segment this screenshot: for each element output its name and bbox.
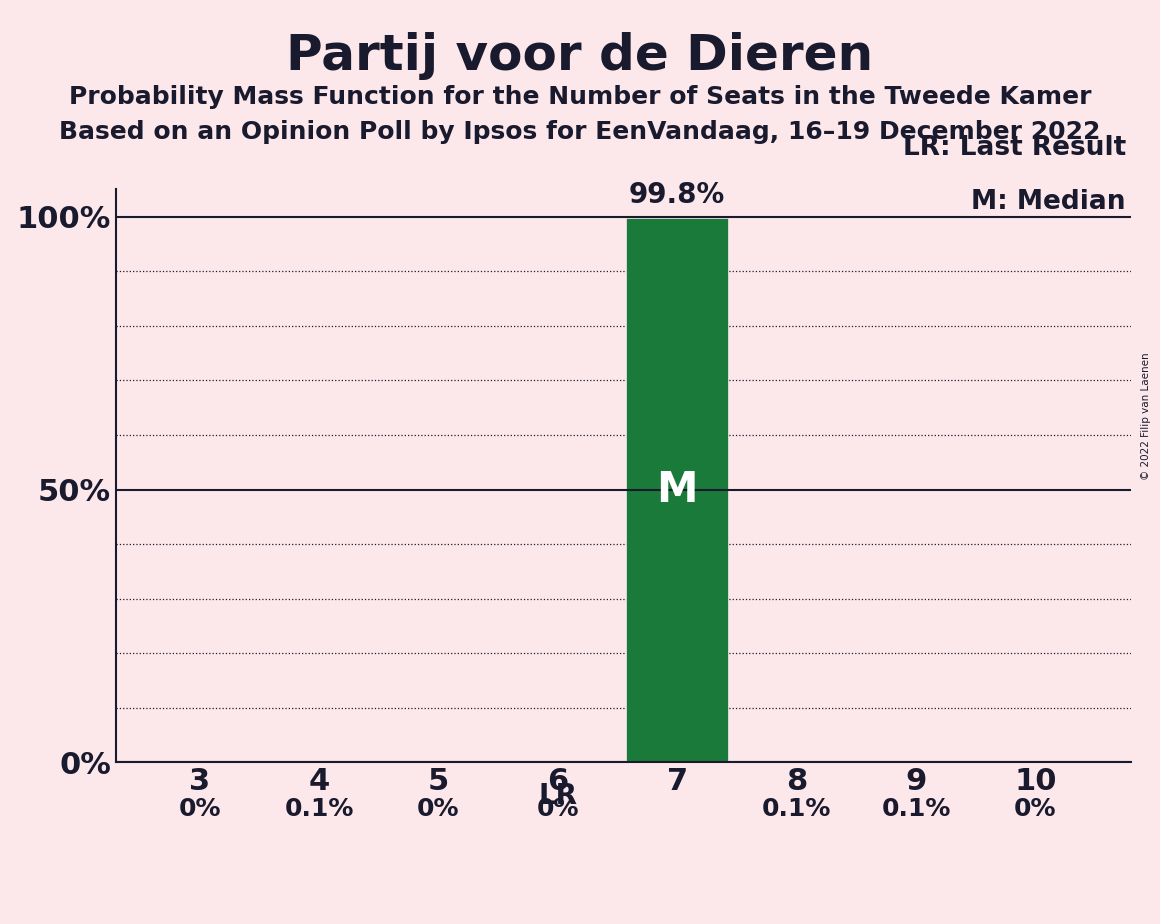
Text: Probability Mass Function for the Number of Seats in the Tweede Kamer: Probability Mass Function for the Number… bbox=[68, 85, 1092, 109]
Text: 0.1%: 0.1% bbox=[882, 796, 951, 821]
Text: Partij voor de Dieren: Partij voor de Dieren bbox=[287, 32, 873, 80]
Text: 0%: 0% bbox=[537, 796, 579, 821]
Text: 99.8%: 99.8% bbox=[629, 180, 725, 209]
Text: 0%: 0% bbox=[418, 796, 459, 821]
Bar bbox=[626, 218, 728, 762]
Text: Based on an Opinion Poll by Ipsos for EenVandaag, 16–19 December 2022: Based on an Opinion Poll by Ipsos for Ee… bbox=[59, 120, 1101, 144]
Text: LR: Last Result: LR: Last Result bbox=[902, 135, 1126, 161]
Text: 0.1%: 0.1% bbox=[284, 796, 354, 821]
Text: M: M bbox=[657, 468, 698, 510]
Text: M: Median: M: Median bbox=[971, 189, 1126, 215]
Text: 0.1%: 0.1% bbox=[762, 796, 832, 821]
Text: LR: LR bbox=[538, 783, 578, 810]
Text: 0%: 0% bbox=[1014, 796, 1057, 821]
Text: 0%: 0% bbox=[179, 796, 220, 821]
Text: © 2022 Filip van Laenen: © 2022 Filip van Laenen bbox=[1141, 352, 1151, 480]
